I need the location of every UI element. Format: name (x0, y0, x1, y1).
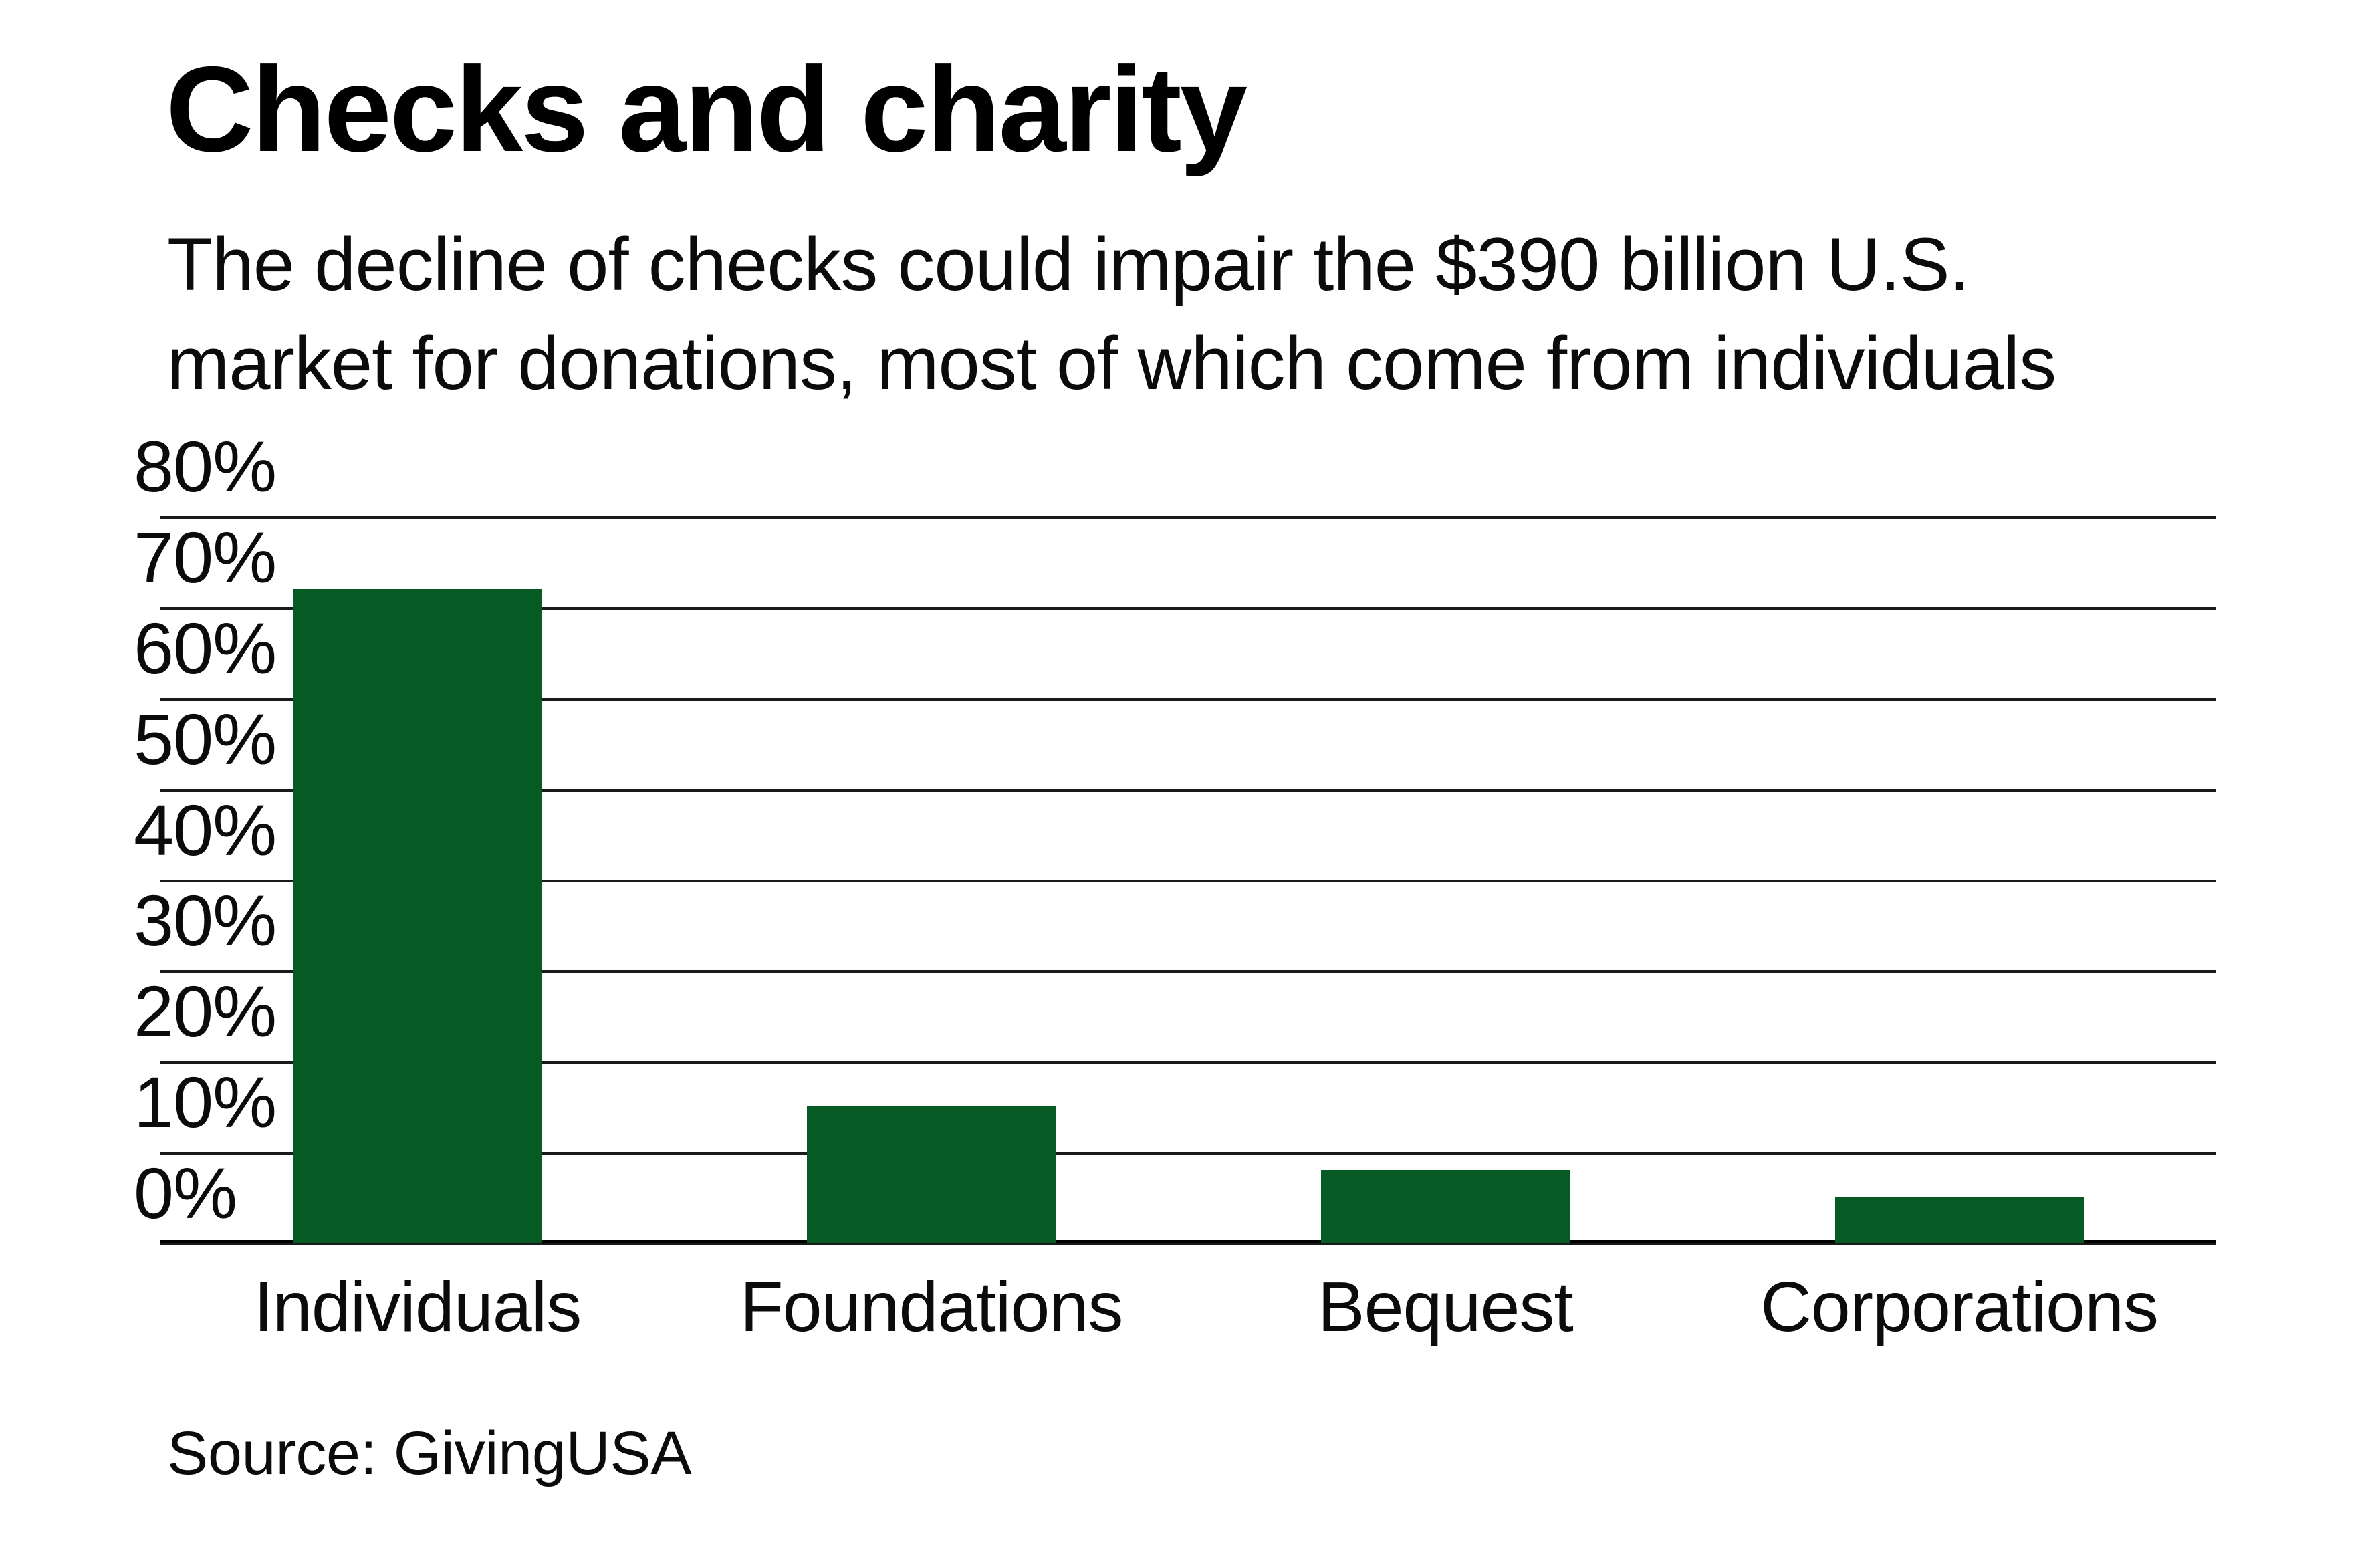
gridline (160, 1243, 2216, 1245)
y-axis-tick-label: 60% (134, 607, 277, 689)
x-axis-labels: Individuals Foundations Bequest Corporation… (160, 1267, 2216, 1354)
gridline (160, 970, 2216, 973)
gridline (160, 879, 2216, 882)
source-note: Source: GivingUSA (167, 1419, 692, 1487)
y-axis-tick-label: 40% (134, 789, 277, 870)
y-axis-tick-label: 20% (134, 971, 277, 1052)
x-axis-tick-label: Bequest (1317, 1268, 1574, 1346)
gridline (160, 516, 2216, 519)
gridline (160, 697, 2216, 701)
gridline (160, 1152, 2216, 1155)
x-axis-tick-label: Individuals (253, 1268, 582, 1346)
page-subtitle: The decline of checks could impair the $… (167, 223, 2056, 405)
bar-series (160, 516, 2216, 1243)
gridline (160, 788, 2216, 792)
y-axis-tick-label: 70% (134, 516, 277, 598)
y-axis-tick-label: 30% (134, 880, 277, 961)
plot-area: 0% 10% 20% 30% 40% 50% 60% 70% 80% (134, 426, 2216, 1245)
x-axis-tick-label: Corporations (1760, 1268, 2159, 1346)
page-title: Checks and charity (166, 41, 1247, 177)
bar (1320, 1170, 1570, 1243)
y-axis-tick-label: 80% (134, 426, 277, 507)
gridline (160, 606, 2216, 610)
gridline (160, 1061, 2216, 1064)
x-axis-tick-label: Foundations (739, 1268, 1123, 1346)
y-axis-tick-label: 10% (134, 1062, 277, 1143)
bar (807, 1106, 1056, 1243)
y-axis-tick-label: 50% (134, 698, 277, 780)
bar (1834, 1197, 2084, 1243)
y-axis-tick-label: 0% (134, 1153, 237, 1233)
bar (293, 588, 542, 1243)
